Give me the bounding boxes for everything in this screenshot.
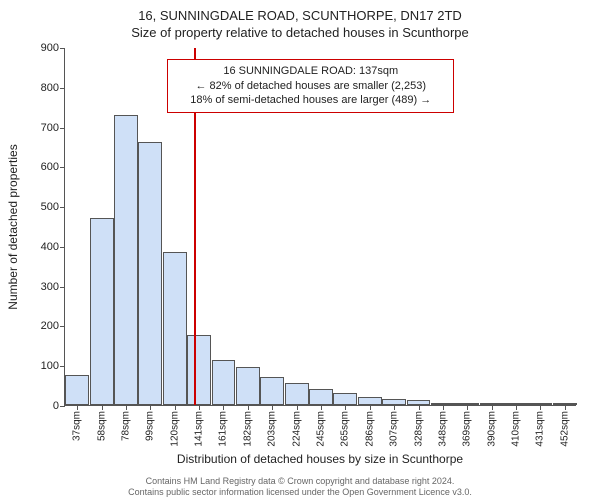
x-tick-mark <box>540 405 541 410</box>
footer-line1: Contains HM Land Registry data © Crown c… <box>146 476 455 486</box>
histogram-bar <box>163 252 187 405</box>
x-tick-label: 37sqm <box>72 411 83 441</box>
histogram-bar <box>138 142 162 405</box>
x-tick-label: 120sqm <box>169 411 180 447</box>
x-tick-mark <box>370 405 371 410</box>
x-tick-mark <box>516 405 517 410</box>
x-tick-label: 245sqm <box>316 411 327 447</box>
histogram-bar <box>187 335 211 405</box>
histogram-bar <box>333 393 357 405</box>
x-tick-mark <box>394 405 395 410</box>
x-tick-mark <box>419 405 420 410</box>
x-tick-label: 369sqm <box>462 411 473 447</box>
x-tick-mark <box>565 405 566 410</box>
histogram-bar <box>260 377 284 405</box>
histogram-bar <box>309 389 333 405</box>
x-tick-label: 452sqm <box>559 411 570 447</box>
annotation-line1: 16 SUNNINGDALE ROAD: 137sqm <box>176 64 445 79</box>
x-tick-label: 307sqm <box>389 411 400 447</box>
histogram-bar <box>358 397 382 405</box>
x-tick-label: 161sqm <box>218 411 229 447</box>
y-tick-mark <box>60 287 65 288</box>
x-tick-mark <box>77 405 78 410</box>
page-title-line1: 16, SUNNINGDALE ROAD, SCUNTHORPE, DN17 2… <box>10 8 590 23</box>
histogram-bar <box>236 367 260 405</box>
x-tick-mark <box>248 405 249 410</box>
y-tick-mark <box>60 167 65 168</box>
y-tick-label: 0 <box>53 400 59 412</box>
x-tick-label: 348sqm <box>437 411 448 447</box>
x-tick-label: 78sqm <box>120 411 131 441</box>
y-tick-label: 800 <box>41 82 59 94</box>
y-tick-label: 300 <box>41 281 59 293</box>
x-tick-mark <box>272 405 273 410</box>
y-tick-mark <box>60 48 65 49</box>
footer-attribution: Contains HM Land Registry data © Crown c… <box>0 476 600 499</box>
y-tick-mark <box>60 406 65 407</box>
x-tick-label: 265sqm <box>340 411 351 447</box>
x-tick-label: 328sqm <box>413 411 424 447</box>
x-tick-label: 141sqm <box>194 411 205 447</box>
y-tick-mark <box>60 207 65 208</box>
histogram-bar <box>285 383 309 405</box>
x-tick-label: 99sqm <box>145 411 156 441</box>
x-tick-label: 286sqm <box>364 411 375 447</box>
x-tick-label: 58sqm <box>96 411 107 441</box>
histogram-bar <box>212 360 236 405</box>
x-tick-label: 431sqm <box>535 411 546 447</box>
x-tick-mark <box>492 405 493 410</box>
chart-container: 16, SUNNINGDALE ROAD, SCUNTHORPE, DN17 2… <box>0 0 600 500</box>
y-tick-mark <box>60 88 65 89</box>
plot-area: 010020030040050060070080090037sqm58sqm78… <box>64 48 576 406</box>
x-tick-mark <box>467 405 468 410</box>
annotation-line3: 18% of semi-detached houses are larger (… <box>176 93 445 108</box>
x-tick-mark <box>199 405 200 410</box>
y-tick-label: 100 <box>41 360 59 372</box>
page-title-line2: Size of property relative to detached ho… <box>10 25 590 40</box>
x-axis-label: Distribution of detached houses by size … <box>64 452 576 466</box>
x-tick-label: 390sqm <box>486 411 497 447</box>
y-tick-label: 600 <box>41 161 59 173</box>
y-tick-label: 700 <box>41 122 59 134</box>
y-tick-label: 900 <box>41 42 59 54</box>
x-tick-mark <box>443 405 444 410</box>
y-tick-mark <box>60 366 65 367</box>
x-tick-mark <box>126 405 127 410</box>
x-tick-mark <box>345 405 346 410</box>
x-tick-label: 224sqm <box>291 411 302 447</box>
x-tick-mark <box>223 405 224 410</box>
footer-line2: Contains public sector information licen… <box>128 487 472 497</box>
y-tick-mark <box>60 326 65 327</box>
x-tick-mark <box>102 405 103 410</box>
x-tick-mark <box>150 405 151 410</box>
y-tick-label: 400 <box>41 241 59 253</box>
x-tick-label: 410sqm <box>511 411 522 447</box>
annotation-box: 16 SUNNINGDALE ROAD: 137sqm← 82% of deta… <box>167 59 454 114</box>
y-tick-label: 500 <box>41 201 59 213</box>
histogram-bar <box>65 375 89 405</box>
y-tick-mark <box>60 247 65 248</box>
x-tick-label: 203sqm <box>267 411 278 447</box>
annotation-line2: ← 82% of detached houses are smaller (2,… <box>176 79 445 94</box>
y-tick-mark <box>60 128 65 129</box>
y-axis-label: Number of detached properties <box>6 48 26 406</box>
y-tick-label: 200 <box>41 320 59 332</box>
histogram-bar <box>114 115 138 405</box>
x-tick-mark <box>321 405 322 410</box>
histogram-bar <box>90 218 114 405</box>
x-tick-mark <box>175 405 176 410</box>
x-tick-mark <box>297 405 298 410</box>
x-tick-label: 182sqm <box>242 411 253 447</box>
